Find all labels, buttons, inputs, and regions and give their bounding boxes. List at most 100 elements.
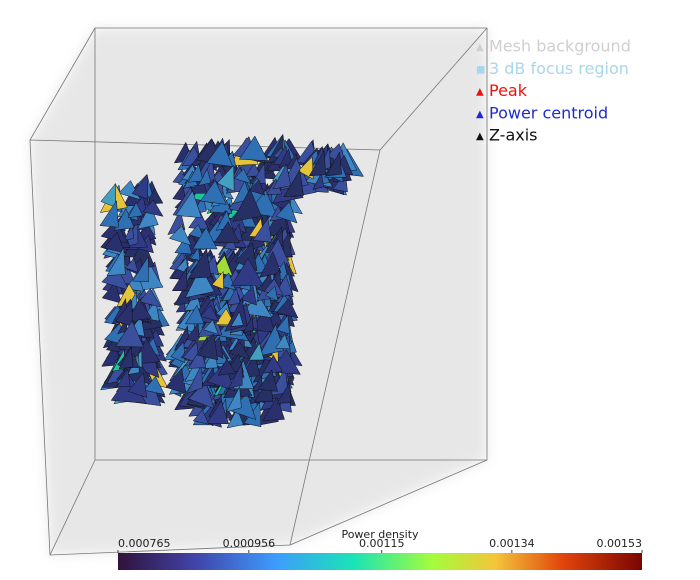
focus-region <box>99 133 365 429</box>
mesh-cell <box>116 368 131 387</box>
mesh-cell <box>137 204 159 230</box>
mesh-cell <box>118 346 134 370</box>
mesh-cell <box>325 151 342 177</box>
mesh-cell <box>248 342 265 361</box>
mesh-cell <box>206 140 234 167</box>
mesh-cell <box>227 362 243 389</box>
mesh-cell <box>276 382 292 404</box>
mesh-cell <box>230 311 244 327</box>
mesh-cell <box>186 364 203 394</box>
mesh-cell <box>190 246 201 261</box>
mesh-cell <box>131 174 148 200</box>
mesh-cell <box>186 322 200 342</box>
mesh-cell <box>217 358 236 376</box>
mesh-cell <box>124 257 139 273</box>
mesh-cell <box>184 266 215 298</box>
mesh-cell <box>199 180 227 205</box>
mesh-cell <box>265 285 279 302</box>
mesh-cell <box>187 163 204 183</box>
mesh-cell <box>240 285 257 306</box>
mesh-cell <box>262 396 285 421</box>
mesh-cell <box>172 184 187 201</box>
legend-label: Peak <box>489 81 528 100</box>
mesh-cell <box>115 320 144 348</box>
mesh-cell <box>312 172 324 190</box>
mesh-cell <box>192 409 210 425</box>
legend-marker: ▲ <box>476 109 484 120</box>
mesh-cell <box>206 362 236 392</box>
mesh-cell <box>226 408 244 429</box>
mesh-cell <box>308 149 326 177</box>
mesh-cell <box>138 288 162 308</box>
legend-marker: ■ <box>476 64 485 75</box>
mesh-cell <box>100 182 116 208</box>
colorbar-title: Power density <box>341 528 419 541</box>
colorbar-tick-label: 0.00153 <box>597 537 643 550</box>
mesh-cell <box>197 167 212 187</box>
legend: ▲ Mesh background ■ 3 dB focus region ▲ Peak ▲… <box>476 37 631 145</box>
cube-wireframe <box>29 27 488 556</box>
mesh-cell <box>196 333 219 361</box>
mesh-cell <box>245 162 262 177</box>
mesh-cell <box>275 333 291 350</box>
mesh-cell <box>199 304 220 322</box>
mesh-cell <box>192 226 218 250</box>
mesh-cell <box>188 247 212 279</box>
mesh-cell <box>257 369 278 392</box>
mesh-cell <box>238 135 269 161</box>
mesh-cell <box>297 156 314 180</box>
mesh-cell <box>126 298 152 322</box>
mesh-cell <box>132 255 149 282</box>
mesh-cell <box>225 385 242 413</box>
mesh-cell <box>262 354 283 374</box>
legend-marker: ▲ <box>476 42 484 53</box>
mesh-cell <box>206 400 230 425</box>
mesh-cell <box>115 300 133 328</box>
mesh-cell <box>184 304 205 325</box>
mesh-cell <box>275 201 298 224</box>
mesh-cell <box>248 179 266 196</box>
mesh-cell <box>283 169 304 198</box>
mesh-cell <box>203 319 219 335</box>
mesh-cell <box>230 257 264 287</box>
mesh-cell <box>101 282 122 304</box>
mesh-cell <box>99 199 119 228</box>
mesh-cell <box>275 314 290 335</box>
colorbar-tick-label: 0.00134 <box>489 537 535 550</box>
mesh-cell <box>143 376 166 395</box>
mesh-cell <box>106 246 126 276</box>
mesh-cell <box>211 270 224 290</box>
legend-label: Z-axis <box>489 126 538 145</box>
mesh-cell <box>272 163 292 190</box>
mesh-cell <box>228 341 251 360</box>
mesh-cell <box>168 225 192 246</box>
mesh-cell <box>214 221 240 244</box>
mesh-cell <box>123 223 134 241</box>
mesh-cell <box>171 266 188 291</box>
mesh-cell <box>252 217 273 243</box>
mesh-cell <box>175 190 202 218</box>
colorbar-gradient <box>118 553 642 570</box>
mesh-cell <box>242 314 254 334</box>
mesh-cell <box>113 207 135 231</box>
legend-label: 3 dB focus region <box>489 59 629 78</box>
mesh-cell <box>216 164 235 192</box>
mesh-cell <box>232 188 262 222</box>
legend-marker: ▲ <box>476 131 484 142</box>
legend-marker: ▲ <box>476 87 484 98</box>
colorbar-tick-label: 0.000765 <box>118 537 171 550</box>
mesh-cell <box>127 372 148 398</box>
legend-label: Mesh background <box>489 37 631 56</box>
mesh-cell <box>103 231 126 254</box>
mesh-cell <box>234 168 252 185</box>
colorbar-tick-label: 0.000956 <box>223 537 276 550</box>
mesh-cell <box>226 287 241 306</box>
mesh-cell <box>142 199 164 217</box>
mesh-cell <box>275 298 299 319</box>
colorbar: Power density 0.000765 0.000956 0.00115 0.0… <box>117 528 643 570</box>
mesh-cell <box>127 201 144 219</box>
legend-label: Power centroid <box>489 103 608 122</box>
colorbar-tick-label: 0.00115 <box>359 537 405 550</box>
